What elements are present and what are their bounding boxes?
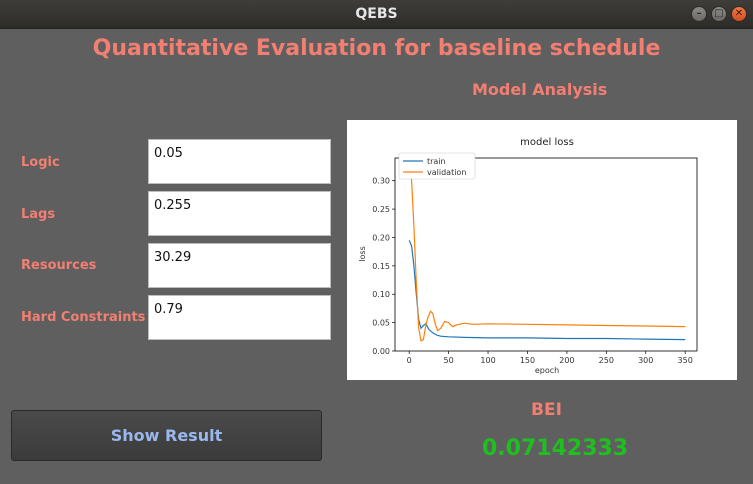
series-line-validation xyxy=(408,163,686,342)
bei-value: 0.07142333 xyxy=(482,436,629,461)
hard-constraints-field[interactable]: 0.79 xyxy=(148,295,331,340)
x-tick-label: 200 xyxy=(559,356,574,365)
maximize-icon[interactable]: □ xyxy=(711,6,727,22)
x-tick-label: 100 xyxy=(480,356,495,365)
x-tick-label: 250 xyxy=(599,356,614,365)
show-result-button[interactable]: Show Result xyxy=(11,410,322,461)
chart-title: model loss xyxy=(520,137,574,148)
x-tick-label: 350 xyxy=(678,356,693,365)
plot-frame xyxy=(394,157,698,352)
x-axis-label: epoch xyxy=(535,366,559,375)
logic-label: Logic xyxy=(21,155,60,170)
x-tick-label: 50 xyxy=(444,356,454,365)
y-tick-label: 0.20 xyxy=(372,233,390,242)
y-tick-label: 0.25 xyxy=(372,205,390,214)
legend-validation-label: validation xyxy=(427,168,466,177)
x-tick-label: 0 xyxy=(407,356,412,365)
x-tick-label: 150 xyxy=(520,356,535,365)
close-icon[interactable]: ✕ xyxy=(731,6,747,22)
window-controls: – □ ✕ xyxy=(691,6,747,22)
chart-legend: train validation xyxy=(398,152,476,180)
logic-field[interactable]: 0.05 xyxy=(148,139,331,184)
resources-field[interactable]: 30.29 xyxy=(148,243,331,288)
resources-label: Resources xyxy=(21,258,97,273)
window-title: QEBS xyxy=(355,6,398,22)
y-tick-label: 0.00 xyxy=(372,347,390,356)
chart-canvas: model loss 0 50 100 150 200 250 300 350 0.00 0.05… xyxy=(358,137,698,375)
series-lines xyxy=(408,163,686,342)
lags-field[interactable]: 0.255 xyxy=(148,191,331,236)
x-tick-label: 300 xyxy=(638,356,653,365)
axis-ticks: 0 50 100 150 200 250 300 350 0.00 0.05 0.10 0.15 0.2… xyxy=(372,177,693,365)
lags-label: Lags xyxy=(21,207,56,222)
y-tick-label: 0.30 xyxy=(372,177,390,186)
page-title: Quantitative Evaluation for baseline sch… xyxy=(92,36,661,61)
minimize-icon[interactable]: – xyxy=(691,6,707,22)
bei-label: BEI xyxy=(531,400,562,420)
model-loss-chart: model loss 0 50 100 150 200 250 300 350 0.00 0.05… xyxy=(347,120,737,380)
y-axis-label: loss xyxy=(358,246,367,261)
y-tick-label: 0.05 xyxy=(372,319,390,328)
y-tick-label: 0.15 xyxy=(372,262,390,271)
legend-train-label: train xyxy=(427,157,446,166)
hard-constraints-label: Hard Constraints xyxy=(21,310,146,325)
model-analysis-heading: Model Analysis xyxy=(472,80,608,99)
window-titlebar: QEBS – □ ✕ xyxy=(0,0,753,29)
y-tick-label: 0.10 xyxy=(372,290,390,299)
